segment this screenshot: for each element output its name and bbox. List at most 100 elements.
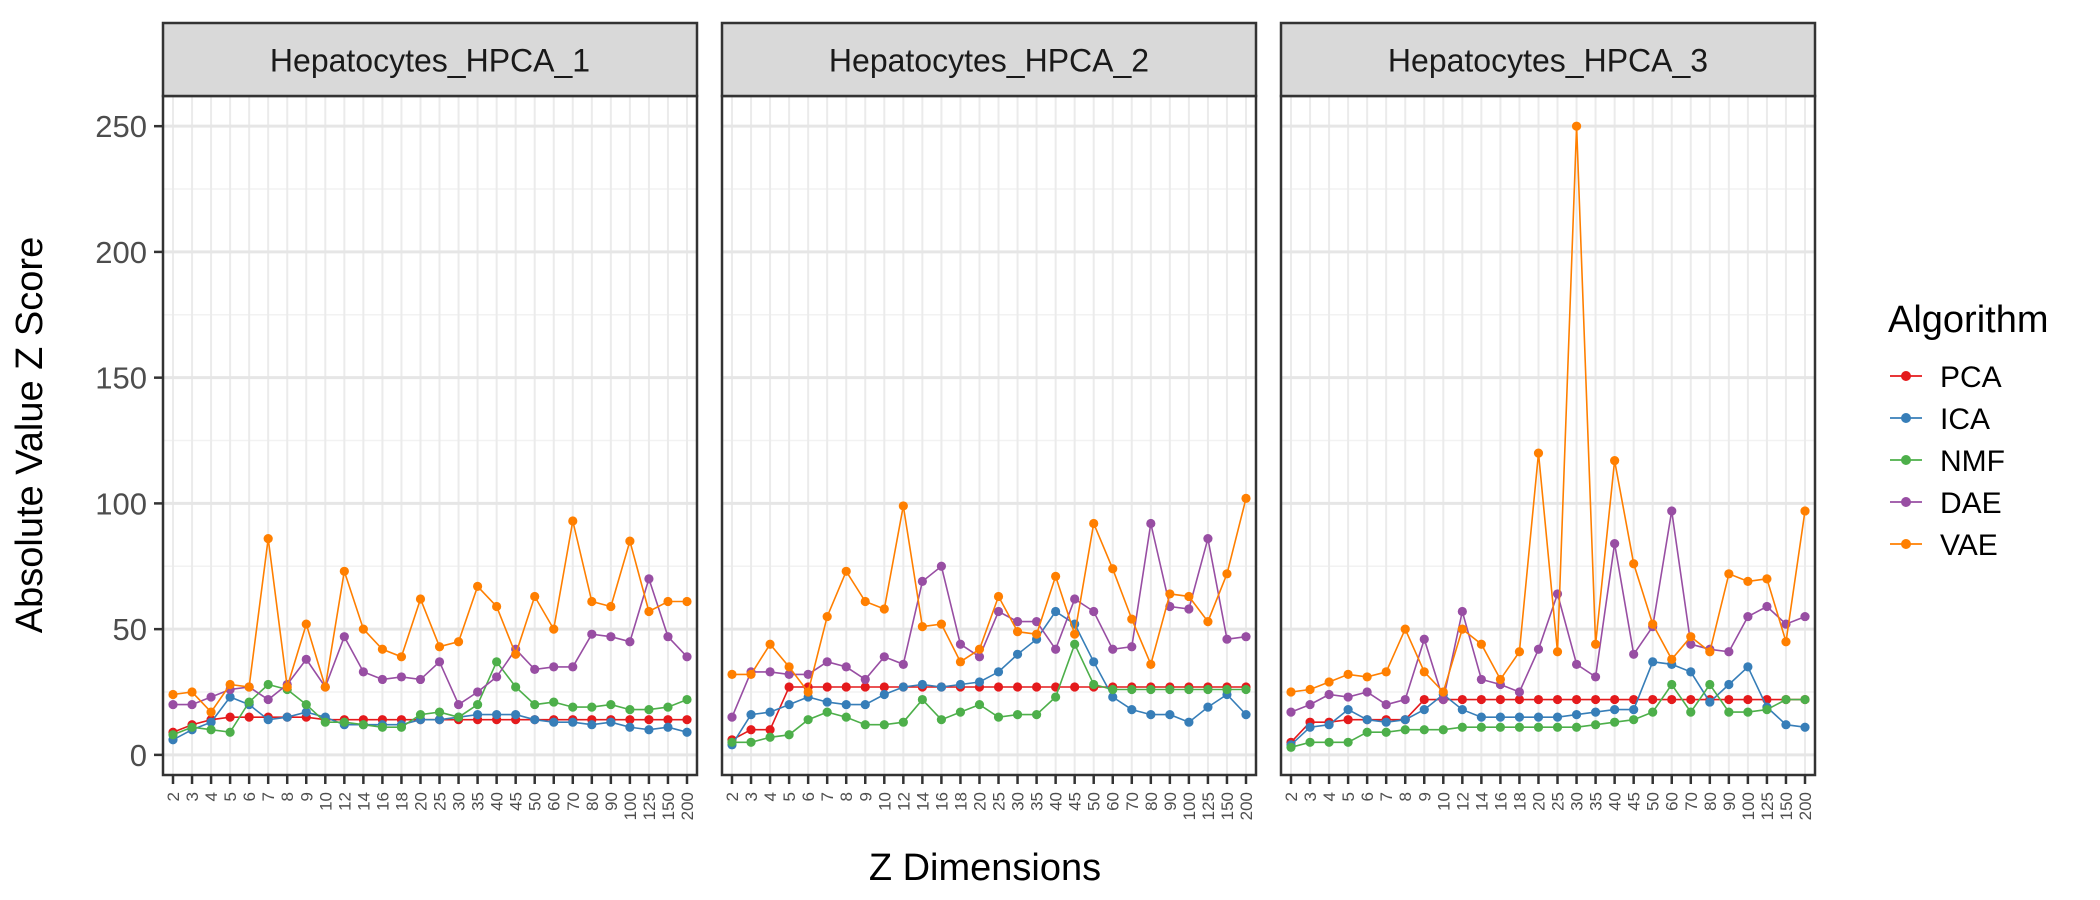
- data-point-nmf: [1241, 684, 1251, 695]
- data-point-dae: [1362, 687, 1372, 697]
- x-tick-label: 35: [469, 792, 488, 811]
- data-point-ica: [1571, 710, 1582, 720]
- facet-strip: [1279, 21, 1817, 98]
- data-point-vae: [1724, 569, 1734, 579]
- x-tick-label: 70: [564, 792, 583, 811]
- x-tick-label: 10: [316, 792, 335, 811]
- x-tick-label: 20: [970, 792, 989, 811]
- x-tick-label: 9: [297, 792, 316, 801]
- x-tick-label: 10: [875, 792, 894, 811]
- data-point-nmf: [549, 697, 559, 707]
- data-point-dae: [377, 674, 388, 685]
- data-point-vae: [1070, 629, 1080, 639]
- x-tick-label: 80: [1701, 792, 1720, 811]
- data-point-nmf: [746, 737, 756, 747]
- x-tick-label: 9: [856, 792, 875, 801]
- data-point-pca: [1743, 694, 1753, 705]
- x-tick-label: 20: [411, 792, 430, 811]
- x-tick-label: 80: [1142, 792, 1161, 811]
- data-point-ica: [1457, 705, 1467, 715]
- data-point-nmf: [1381, 727, 1391, 737]
- data-point-vae: [955, 657, 966, 667]
- data-point-nmf: [1781, 694, 1791, 705]
- x-tick-label: 18: [392, 792, 411, 811]
- data-point-nmf: [339, 717, 349, 727]
- data-point-pca: [860, 682, 870, 692]
- data-point-ica: [434, 715, 445, 725]
- x-tick-label: 125: [640, 792, 659, 820]
- data-point-dae: [1343, 692, 1353, 702]
- data-point-ica: [663, 722, 673, 732]
- x-tick-label: 30: [1009, 792, 1028, 811]
- data-point-vae: [1476, 639, 1486, 649]
- data-point-vae: [898, 501, 908, 511]
- data-point-ica: [1146, 710, 1156, 720]
- data-point-pca: [879, 682, 889, 692]
- data-point-ica: [1419, 705, 1429, 715]
- data-point-pca: [841, 682, 851, 692]
- data-point-pca: [1667, 694, 1677, 705]
- data-point-vae: [860, 596, 870, 607]
- legend-key-point: [1901, 455, 1911, 465]
- data-point-nmf: [358, 720, 368, 730]
- data-point-ica: [1724, 679, 1734, 690]
- data-point-nmf: [1031, 710, 1042, 720]
- data-point-vae: [1533, 448, 1544, 458]
- x-tick-label: 14: [354, 792, 373, 811]
- data-point-ica: [1127, 705, 1137, 715]
- x-tick-label: 125: [1199, 792, 1218, 820]
- data-point-dae: [1533, 644, 1544, 654]
- y-axis: 0 50 100 150 200 250: [95, 109, 163, 773]
- data-point-vae: [1590, 639, 1601, 649]
- legend-label: NMF: [1940, 445, 2005, 478]
- x-axis-title: Z Dimensions: [869, 847, 1101, 889]
- data-point-dae: [301, 654, 311, 664]
- data-point-vae: [822, 611, 832, 622]
- data-point-vae: [1241, 493, 1251, 503]
- data-point-dae: [784, 669, 794, 680]
- data-point-vae: [1051, 571, 1061, 581]
- data-point-pca: [746, 725, 756, 735]
- data-point-nmf: [1724, 707, 1734, 717]
- data-point-dae: [1667, 506, 1677, 516]
- data-point-ica: [746, 710, 756, 720]
- x-tick-label: 70: [1682, 792, 1701, 811]
- data-point-pca: [1686, 694, 1696, 705]
- x-tick-label: 30: [1568, 792, 1587, 811]
- data-point-nmf: [1800, 694, 1810, 705]
- data-point-dae: [1031, 616, 1042, 627]
- data-point-pca: [663, 715, 673, 725]
- data-point-nmf: [625, 705, 635, 715]
- x-tick-label: 45: [1625, 792, 1644, 811]
- data-point-ica: [263, 715, 273, 725]
- data-point-ica: [1108, 692, 1118, 702]
- y-tick-label: 50: [113, 612, 147, 647]
- facet-strip-label: Hepatocytes_HPCA_1: [270, 43, 590, 79]
- data-point-dae: [1514, 687, 1525, 697]
- data-point-dae: [898, 659, 908, 669]
- legend-label: DAE: [1940, 487, 2002, 520]
- data-point-vae: [1362, 672, 1372, 682]
- data-point-vae: [549, 624, 559, 634]
- x-tick-label: 25: [1549, 792, 1568, 811]
- data-point-dae: [530, 664, 540, 674]
- data-point-dae: [822, 657, 832, 667]
- facet-panels: Hepatocytes_HPCA_12 3 4 5 6 7 8 9 10 12 14 16 18 20 25…: [161, 21, 1817, 820]
- data-point-vae: [1419, 667, 1429, 677]
- data-point-ica: [1203, 702, 1213, 712]
- data-point-nmf: [587, 702, 597, 712]
- data-point-vae: [879, 604, 889, 614]
- data-point-nmf: [1457, 722, 1467, 732]
- data-point-nmf: [1305, 737, 1315, 747]
- data-point-pca: [1590, 694, 1601, 705]
- data-point-dae: [1127, 642, 1137, 652]
- x-tick-label: 12: [335, 792, 354, 811]
- data-point-pca: [1343, 715, 1353, 725]
- legend-key-point: [1901, 497, 1911, 507]
- data-point-dae: [1686, 639, 1696, 649]
- data-point-nmf: [1362, 727, 1372, 737]
- x-tick-label: 8: [278, 792, 297, 801]
- data-point-nmf: [1514, 722, 1525, 732]
- data-point-vae: [841, 566, 851, 576]
- data-point-vae: [1629, 559, 1639, 569]
